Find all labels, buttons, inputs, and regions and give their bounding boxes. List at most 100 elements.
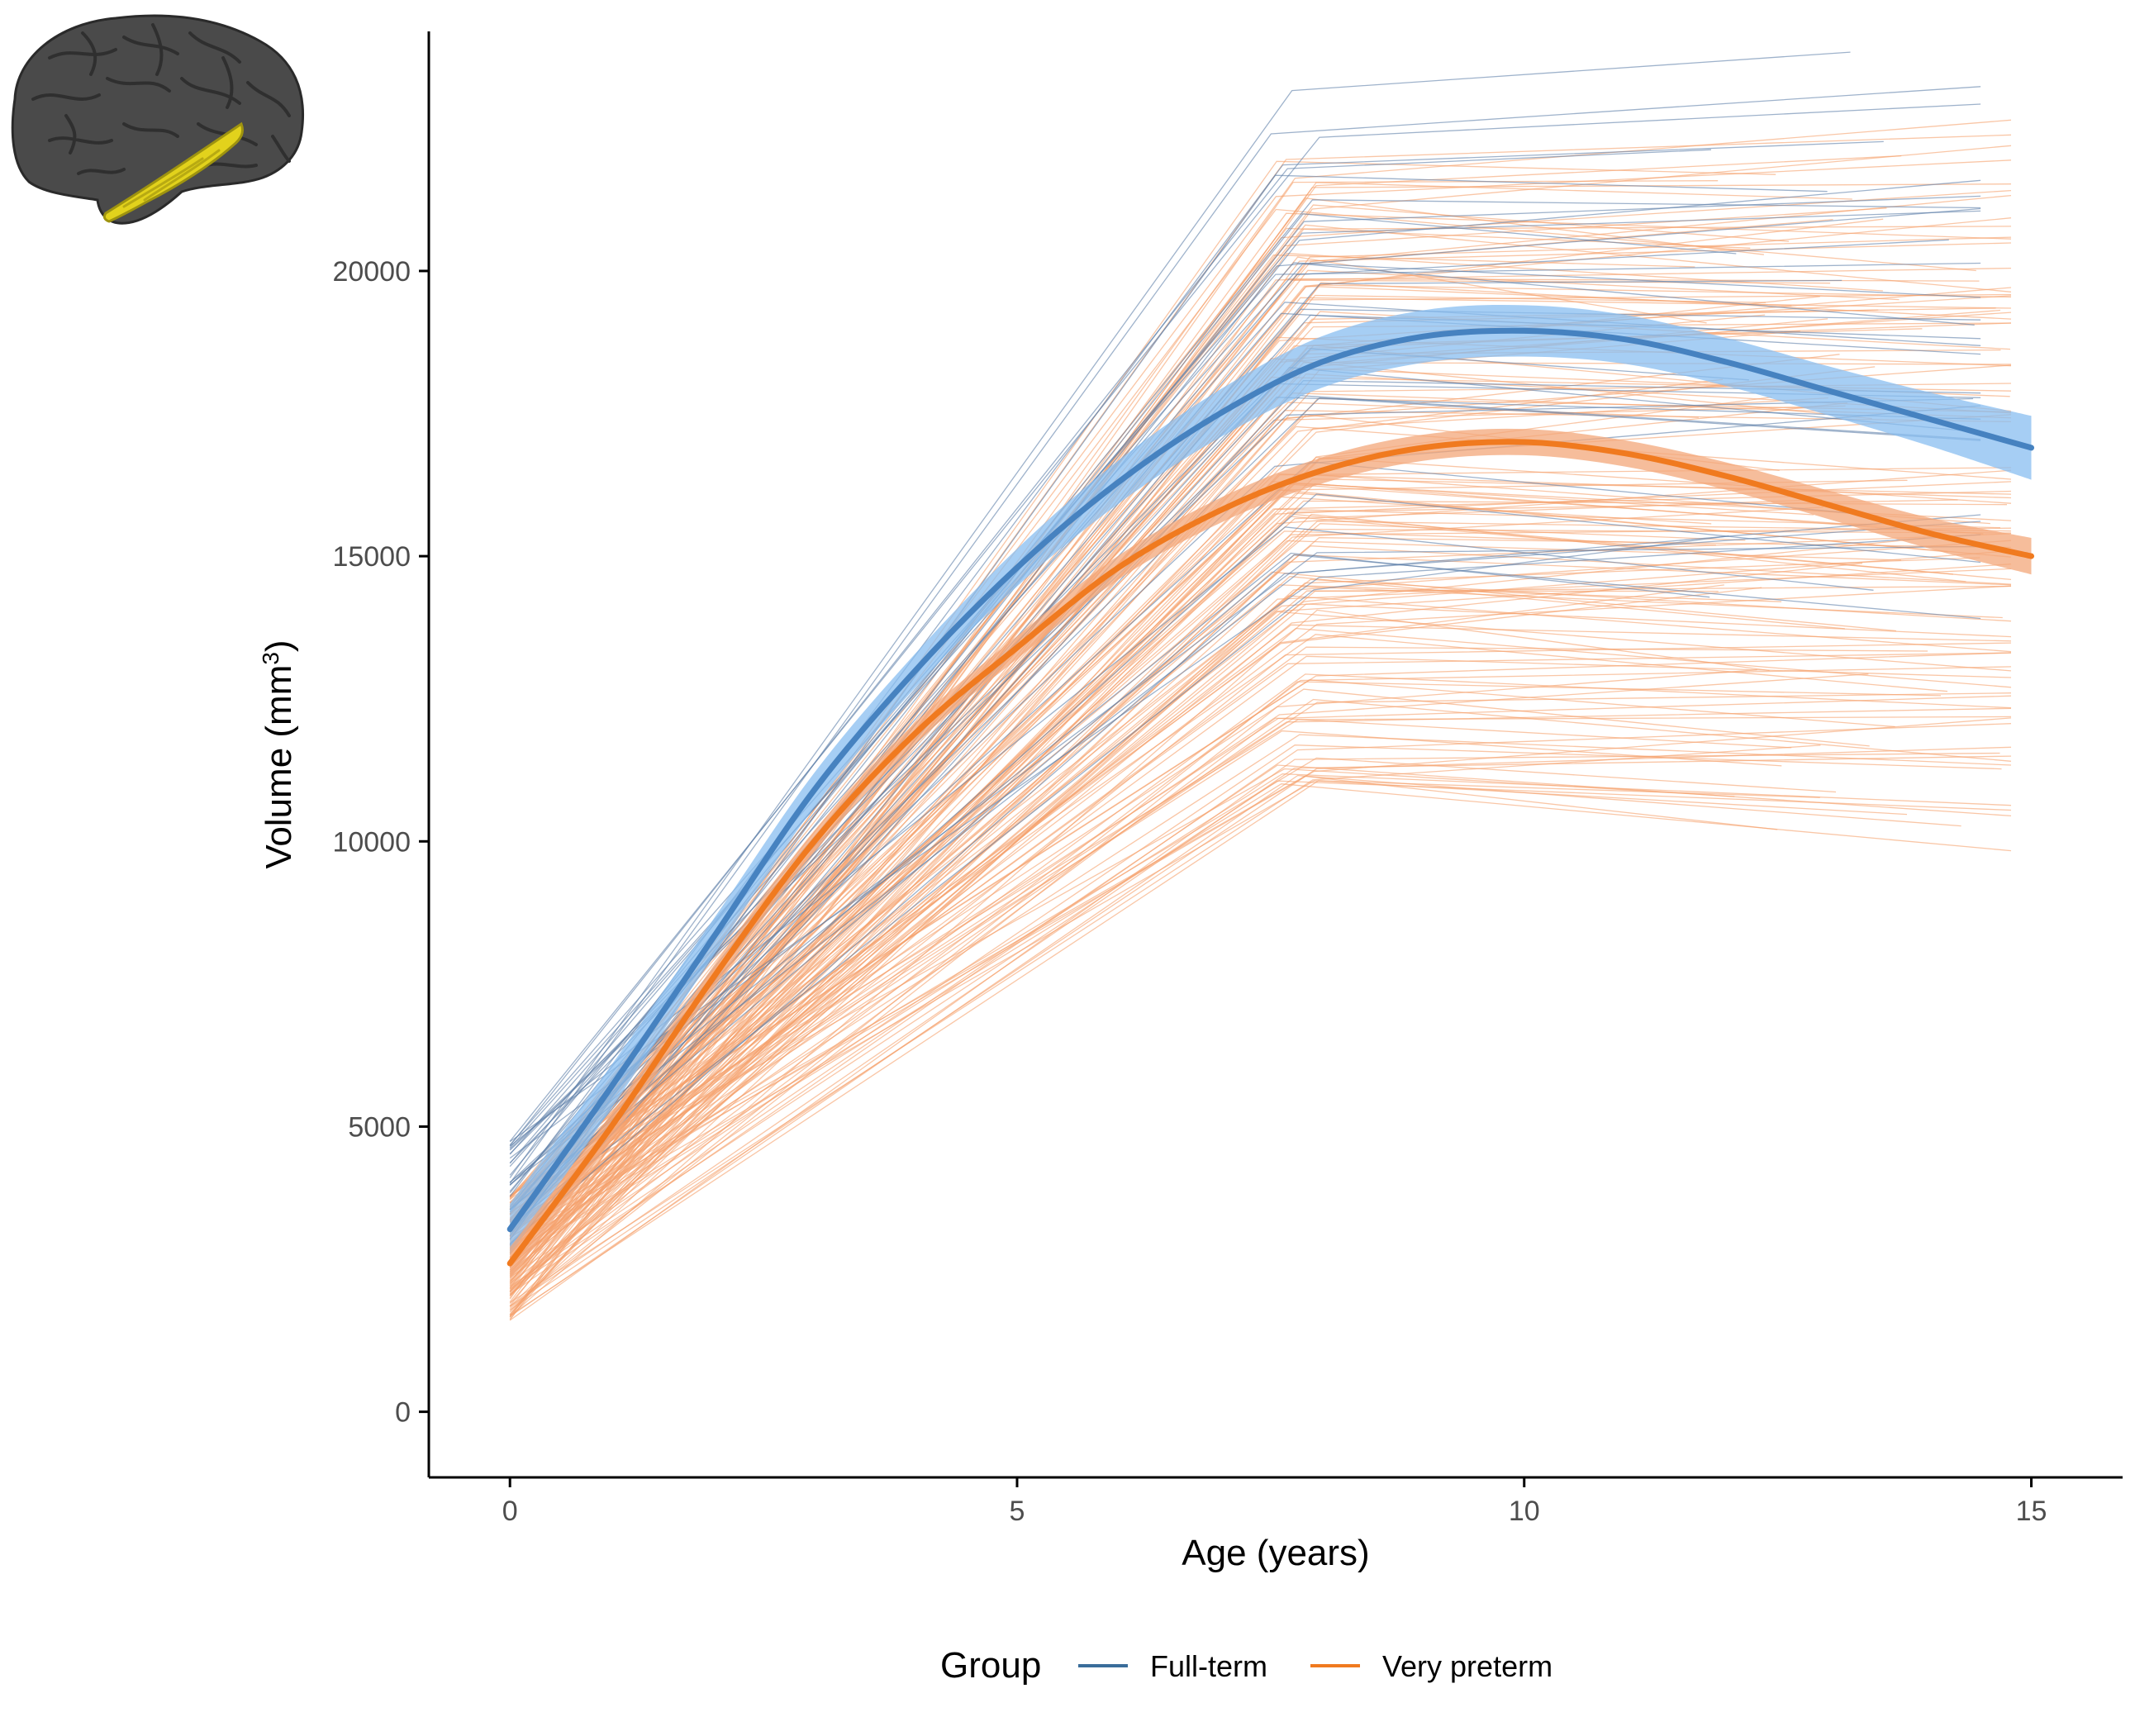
x-ticks: 0 5 10 15 — [502, 1477, 2047, 1527]
trajectory-full-term — [509, 554, 1981, 1210]
y-ticks: 0 5000 10000 15000 20000 — [332, 256, 429, 1429]
legend: Group Full-term Very preterm — [940, 1645, 1553, 1686]
trajectory-very-preterm — [509, 278, 1980, 1253]
trajectory-very-preterm — [509, 482, 2012, 1203]
trajectory-very-preterm — [509, 540, 2012, 1291]
x-tick-label: 0 — [502, 1496, 518, 1527]
y-axis-title-superscript: 3 — [258, 652, 283, 665]
fitted-curve-full-term — [506, 327, 2034, 1233]
trajectory-full-term — [509, 174, 1828, 1240]
trajectory-very-preterm — [509, 730, 1782, 1225]
y-tick-label: 20000 — [332, 256, 411, 288]
trajectory-very-preterm — [509, 576, 1845, 1277]
y-axis-title-close: ) — [259, 640, 299, 652]
trajectory-very-preterm — [509, 698, 2012, 1258]
trajectory-very-preterm — [509, 322, 2012, 1206]
trajectory-very-preterm — [509, 540, 1902, 1224]
trajectory-very-preterm — [509, 723, 2012, 1295]
y-tick-label: 5000 — [348, 1111, 411, 1143]
trajectory-very-preterm — [509, 160, 1776, 1237]
trajectory-very-preterm — [509, 695, 2012, 1216]
x-tick-label: 10 — [1509, 1496, 1540, 1527]
trajectory-very-preterm — [509, 295, 2012, 1237]
trajectory-full-term — [509, 302, 1981, 1168]
trajectory-full-term — [509, 552, 1710, 1183]
trajectory-full-term — [509, 86, 1981, 1184]
trajectory-very-preterm — [509, 746, 2012, 1310]
trajectory-very-preterm — [509, 145, 2012, 1268]
y-axis-title-main: Volume (mm — [259, 665, 299, 869]
trajectory-very-preterm — [509, 284, 2012, 1318]
trajectory-very-preterm — [509, 764, 2012, 1287]
trajectory-very-preterm — [509, 666, 2012, 1284]
fitted-curves — [506, 327, 2034, 1267]
trajectory-very-preterm — [509, 545, 2012, 1198]
trajectory-very-preterm — [509, 533, 2012, 1296]
trajectory-very-preterm — [509, 478, 2012, 1271]
axes: 0 5000 10000 15000 20000 0 5 10 15 — [332, 31, 2123, 1527]
trajectory-very-preterm — [509, 673, 1869, 1229]
trajectory-very-preterm — [509, 513, 1966, 1291]
fitted-curve-very-preterm — [506, 439, 2034, 1267]
trajectory-very-preterm — [509, 312, 2012, 1259]
trajectory-very-preterm — [509, 578, 2012, 1204]
legend-label-full-term: Full-term — [1150, 1649, 1267, 1683]
trajectory-full-term — [509, 405, 1981, 1183]
trajectory-full-term — [509, 51, 1851, 1178]
y-tick-label: 0 — [395, 1397, 411, 1429]
trajectory-full-term — [509, 213, 1737, 1208]
trajectory-full-term — [509, 545, 1981, 1159]
trajectory-very-preterm — [509, 673, 2012, 1258]
trajectory-very-preterm — [509, 642, 2012, 1272]
trajectory-very-preterm — [509, 414, 2012, 1253]
trajectory-very-preterm — [509, 564, 2012, 1292]
trajectory-very-preterm — [509, 783, 2012, 1262]
y-axis-title: Volume (mm3) — [258, 640, 300, 868]
trajectory-full-term — [509, 199, 1981, 1194]
y-tick-label: 15000 — [332, 541, 411, 573]
trajectory-full-term — [509, 526, 1874, 1147]
trajectory-very-preterm — [509, 624, 2012, 1234]
trajectory-very-preterm — [509, 236, 2012, 1303]
trajectory-very-preterm — [509, 752, 2000, 1321]
trajectory-very-preterm — [509, 716, 2012, 1204]
trajectory-very-preterm — [509, 307, 1996, 1221]
trajectory-very-preterm — [509, 609, 1770, 1317]
trajectory-very-preterm — [509, 383, 2012, 1282]
trajectory-very-preterm — [509, 331, 1800, 1320]
trajectory-very-preterm — [509, 500, 2008, 1277]
trajectory-very-preterm — [509, 456, 2012, 1209]
trajectory-full-term — [509, 149, 1712, 1147]
trajectory-very-preterm — [509, 366, 1876, 1237]
trajectory-full-term — [509, 314, 1981, 1210]
y-tick-label: 10000 — [332, 826, 411, 858]
trajectory-very-preterm — [509, 521, 2012, 1275]
trajectory-full-term — [509, 535, 1729, 1227]
plot-area — [506, 51, 2034, 1321]
x-tick-label: 15 — [2016, 1496, 2047, 1527]
confidence-band-full-term — [510, 305, 2032, 1255]
trajectory-very-preterm — [509, 508, 2001, 1268]
trajectory-very-preterm — [509, 530, 1716, 1210]
trajectory-full-term — [509, 397, 1981, 1187]
trajectory-very-preterm — [509, 773, 2012, 1261]
legend-label-very-preterm: Very preterm — [1382, 1649, 1553, 1683]
confidence-bands — [510, 305, 2032, 1280]
trajectory-very-preterm — [509, 537, 1926, 1210]
trajectory-full-term — [509, 493, 1981, 1210]
x-tick-label: 5 — [1010, 1496, 1025, 1527]
trajectory-very-preterm — [509, 755, 2012, 1307]
trajectory-very-preterm — [509, 496, 1712, 1296]
trajectory-very-preterm — [509, 155, 1902, 1300]
trajectory-very-preterm — [509, 768, 1735, 1206]
trajectory-very-preterm — [509, 267, 2012, 1320]
trajectory-very-preterm — [509, 707, 2012, 1225]
brain-lateral-icon — [11, 14, 305, 225]
legend-title: Group — [940, 1645, 1041, 1686]
trajectory-very-preterm — [509, 527, 2012, 1215]
trajectory-full-term — [509, 514, 1981, 1186]
confidence-band-very-preterm — [510, 428, 2032, 1280]
trajectory-very-preterm — [509, 774, 1778, 1317]
trajectory-very-preterm — [509, 655, 2012, 1242]
